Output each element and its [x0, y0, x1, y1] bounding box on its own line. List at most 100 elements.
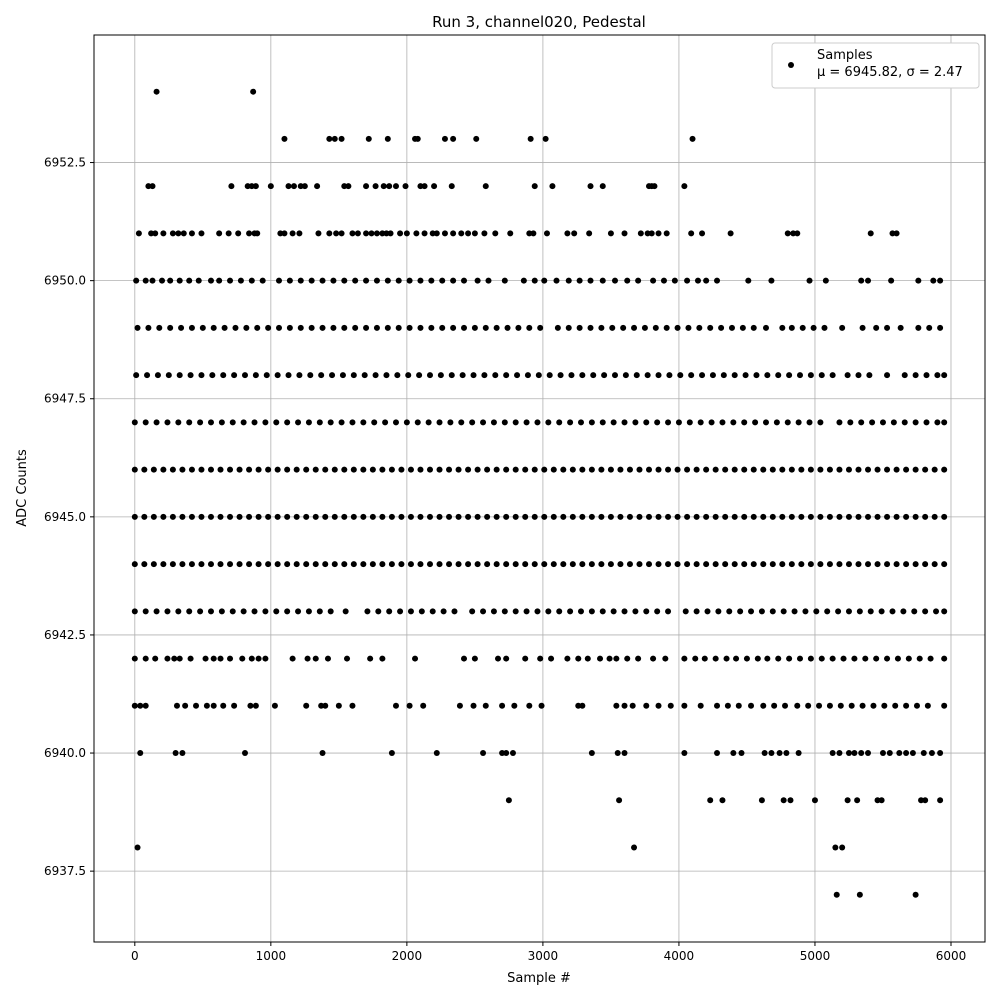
data-point [576, 324, 583, 331]
data-point [750, 324, 757, 331]
data-point [598, 466, 605, 473]
data-point [893, 230, 900, 237]
data-point [598, 324, 605, 331]
data-point [493, 561, 500, 568]
data-point [511, 702, 518, 709]
data-point [164, 419, 171, 426]
data-point [851, 655, 858, 662]
data-point [276, 324, 283, 331]
data-point [395, 324, 402, 331]
x-tick-label: 5000 [800, 949, 831, 963]
data-point [811, 797, 818, 804]
x-tick-label: 3000 [528, 949, 559, 963]
data-point [688, 230, 695, 237]
data-point [301, 183, 308, 190]
data-point [178, 324, 185, 331]
data-point [788, 466, 795, 473]
data-point [360, 466, 367, 473]
y-tick-label: 6945.0 [44, 510, 86, 524]
data-point [794, 702, 801, 709]
data-point [338, 135, 345, 142]
data-point [665, 608, 672, 615]
data-point [660, 277, 667, 284]
data-point [865, 561, 872, 568]
data-point [169, 230, 176, 237]
data-point [471, 324, 478, 331]
data-point [493, 513, 500, 520]
data-point [553, 277, 560, 284]
data-point [607, 466, 614, 473]
data-point [598, 513, 605, 520]
data-point [512, 513, 519, 520]
data-point [636, 561, 643, 568]
data-point [398, 513, 405, 520]
data-point [941, 419, 948, 426]
data-point [312, 466, 319, 473]
data-point [913, 702, 920, 709]
data-point [235, 230, 242, 237]
data-point [503, 655, 510, 662]
data-point [569, 561, 576, 568]
data-point [750, 466, 757, 473]
data-point [433, 750, 440, 757]
data-point [330, 324, 337, 331]
y-tick-label: 6937.5 [44, 864, 86, 878]
data-point [398, 561, 405, 568]
data-point [179, 513, 186, 520]
data-point [458, 230, 465, 237]
data-point [794, 230, 801, 237]
data-point [341, 324, 348, 331]
data-point [826, 513, 833, 520]
data-point [470, 702, 477, 709]
data-point [142, 655, 149, 662]
data-point [176, 277, 183, 284]
data-point [635, 277, 642, 284]
data-point [845, 466, 852, 473]
data-point [873, 324, 880, 331]
data-point [522, 655, 529, 662]
data-point [892, 702, 899, 709]
data-point [731, 466, 738, 473]
data-point [512, 466, 519, 473]
data-point [905, 655, 912, 662]
data-point [450, 230, 457, 237]
data-point [284, 608, 291, 615]
data-point [941, 655, 948, 662]
data-point [484, 513, 491, 520]
data-point [632, 419, 639, 426]
data-point [131, 561, 138, 568]
data-point [788, 324, 795, 331]
data-point [286, 277, 293, 284]
data-point [141, 513, 148, 520]
data-point [579, 372, 586, 379]
y-axis-label: ADC Counts [15, 449, 30, 527]
data-point [203, 702, 210, 709]
data-point [379, 466, 386, 473]
data-point [172, 750, 179, 757]
data-point [901, 419, 908, 426]
data-point [575, 655, 582, 662]
data-point [530, 230, 537, 237]
data-point [635, 655, 642, 662]
data-point [537, 655, 544, 662]
data-point [492, 372, 499, 379]
data-point [327, 419, 334, 426]
data-point [397, 608, 404, 615]
data-point [897, 324, 904, 331]
legend-sublabel: μ = 6945.82, σ = 2.47 [817, 65, 963, 80]
data-point [312, 655, 319, 662]
data-point [397, 230, 404, 237]
data-point [775, 372, 782, 379]
data-point [186, 277, 193, 284]
data-point [429, 608, 436, 615]
data-point [164, 655, 171, 662]
data-point [520, 277, 527, 284]
data-point [383, 372, 390, 379]
data-point [175, 608, 182, 615]
data-point [341, 466, 348, 473]
data-point [326, 230, 333, 237]
data-point [331, 513, 338, 520]
data-point [666, 372, 673, 379]
data-point [599, 608, 606, 615]
data-point [826, 702, 833, 709]
